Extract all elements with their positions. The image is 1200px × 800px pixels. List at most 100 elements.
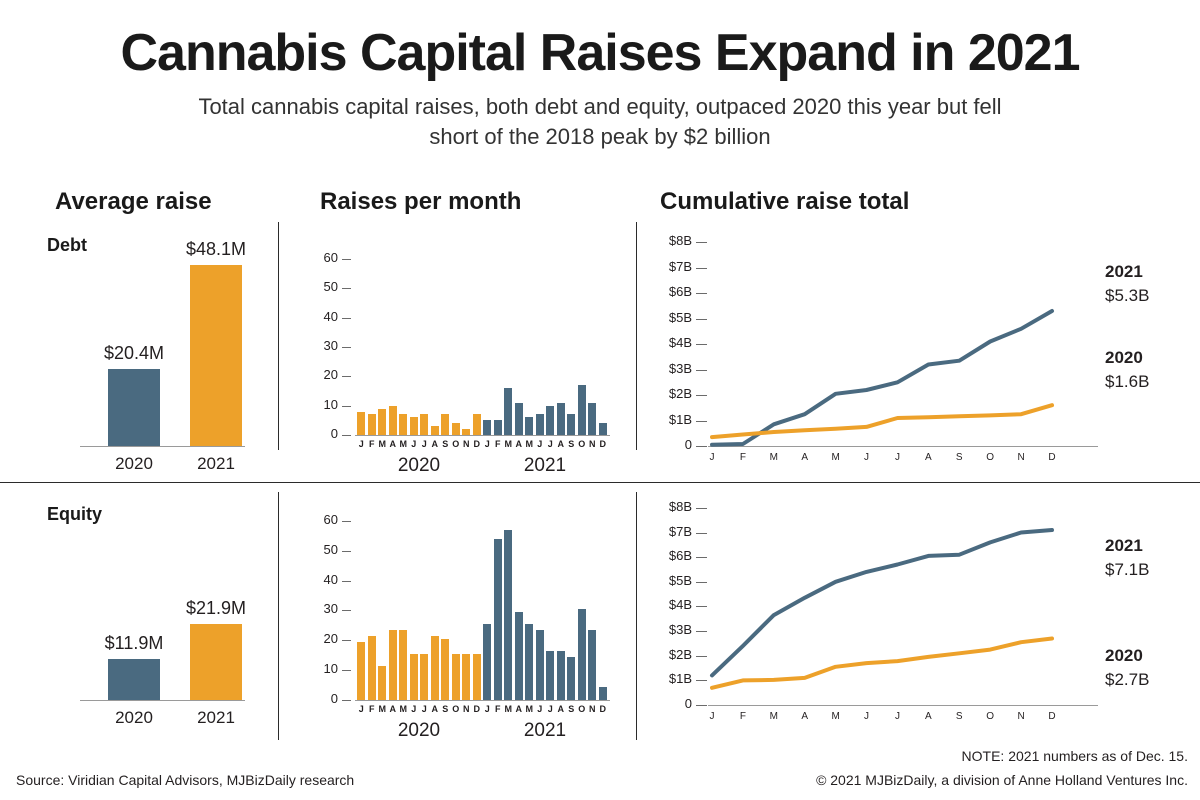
y-tick-dash-40	[342, 580, 351, 582]
month-tick-9: O	[452, 704, 460, 714]
x-tick-J-5: J	[864, 452, 870, 463]
bar-month-9	[451, 423, 460, 435]
bar-2020	[108, 658, 160, 700]
y-tick-dash-20	[342, 640, 351, 642]
y-tick-dash-30	[342, 610, 351, 612]
row-label-debt: Debt	[47, 235, 87, 255]
month-tick-13: F	[495, 439, 501, 449]
series-end-value-2021: $5.3B	[1105, 286, 1150, 305]
bar-value-label-2020: $11.9M	[104, 632, 164, 653]
y-tick-label-$3B: $3B	[668, 622, 692, 638]
bar-month-7	[430, 426, 439, 435]
month-tick-13: F	[495, 704, 501, 714]
y-tick-dash-60	[342, 520, 351, 522]
y-tick-label-50: 50	[323, 279, 338, 295]
page-subtitle: Total cannabis capital raises, both debt…	[198, 94, 1002, 149]
axis-x-line	[80, 700, 245, 701]
bar-2021	[190, 624, 242, 700]
y-tick-label-30: 30	[323, 601, 338, 617]
y-tick-label-60: 60	[323, 511, 338, 527]
y-tick-dash-50	[342, 288, 351, 290]
group-year-label-2021: 2021	[523, 455, 567, 476]
axis-x-line	[708, 705, 1098, 706]
bar-month-21	[577, 608, 586, 700]
chart-equity-average-raise: $11.9M 2020 $21.9M 2021	[80, 520, 246, 727]
x-tick-N-10: N	[1017, 452, 1025, 463]
bar-month-15	[514, 611, 523, 700]
month-tick-2: M	[378, 439, 387, 449]
divider-vertical-right-bottom	[636, 492, 637, 740]
x-tick-A-7: A	[925, 711, 932, 722]
month-tick-18: J	[547, 704, 553, 714]
bar-month-2	[378, 408, 387, 435]
bar-month-16	[525, 417, 534, 435]
bar-month-1	[367, 635, 376, 700]
cumulative-line-plot	[710, 528, 1054, 690]
month-tick-14: M	[504, 704, 513, 714]
line-series-2021	[710, 309, 1054, 447]
footer-note: NOTE: 2021 numbers as of Dec. 15.	[961, 748, 1188, 764]
bar-month-12	[483, 623, 492, 700]
month-tick-6: J	[421, 439, 427, 449]
bar-month-21	[577, 385, 586, 435]
y-tick-dash-$7B	[696, 267, 707, 269]
month-tick-4: M	[399, 439, 408, 449]
month-tick-8: S	[442, 439, 449, 449]
column-title-raises-per-month: Raises per month	[320, 188, 522, 215]
y-tick-dash-$3B	[696, 369, 707, 371]
y-tick-label-40: 40	[323, 571, 338, 587]
y-tick-label-$3B: $3B	[668, 360, 692, 376]
x-tick-J-6: J	[894, 711, 900, 722]
y-tick-label-$4B: $4B	[668, 335, 692, 351]
x-tick-O-9: O	[986, 711, 995, 722]
y-tick-dash-$7B	[696, 532, 707, 534]
series-end-label-2021: 2021	[1105, 262, 1143, 281]
x-tick-S-8: S	[955, 452, 963, 463]
month-tick-22: N	[589, 439, 596, 449]
bar-month-6	[420, 414, 429, 435]
month-tick-1: F	[369, 439, 375, 449]
bar-month-20	[567, 414, 576, 435]
axis-x-line	[708, 446, 1098, 447]
month-tick-16: M	[525, 439, 534, 449]
bar-month-23	[598, 423, 607, 435]
group-year-label-2020: 2020	[397, 455, 441, 476]
y-tick-label-$4B: $4B	[668, 597, 692, 613]
x-tick-F-1: F	[739, 452, 746, 463]
bar-month-10	[462, 653, 471, 700]
y-tick-label-0: 0	[684, 437, 692, 452]
month-tick-3: A	[389, 704, 397, 714]
month-tick-6: J	[421, 704, 427, 714]
y-tick-dash-$5B	[696, 581, 707, 583]
y-tick-label-$1B: $1B	[668, 411, 692, 427]
month-tick-10: N	[463, 704, 470, 714]
bar-month-2	[378, 665, 387, 700]
y-tick-dash-$8B	[696, 507, 707, 509]
bar-month-10	[462, 429, 471, 435]
divider-vertical-left-bottom	[278, 492, 279, 740]
month-tick-5: J	[411, 439, 417, 449]
month-tick-8: S	[442, 704, 449, 714]
y-tick-label-$8B: $8B	[668, 233, 692, 249]
x-tick-N-10: N	[1017, 711, 1025, 722]
y-tick-label-20: 20	[323, 631, 338, 647]
chart-debt-average-raise: $20.4M 2020 $48.1M 2021	[80, 239, 246, 473]
cumulative-line-plot	[710, 309, 1054, 447]
series-end-value-2020: $2.7B	[1105, 670, 1150, 689]
month-tick-9: O	[452, 439, 460, 449]
y-tick-dash-20	[342, 376, 351, 378]
series-end-value-2021: $7.1B	[1105, 560, 1150, 579]
x-tick-D-11: D	[1048, 452, 1056, 463]
bar-month-11	[472, 414, 481, 435]
bar-category-label-2021: 2021	[197, 708, 235, 727]
bar-2021	[190, 264, 242, 446]
bar-month-3	[388, 629, 397, 700]
month-tick-23: D	[599, 704, 607, 714]
bar-month-0	[357, 411, 366, 435]
x-tick-M-4: M	[831, 711, 840, 722]
x-tick-J-6: J	[894, 452, 900, 463]
month-tick-15: A	[515, 439, 523, 449]
y-tick-label-30: 30	[323, 337, 338, 353]
